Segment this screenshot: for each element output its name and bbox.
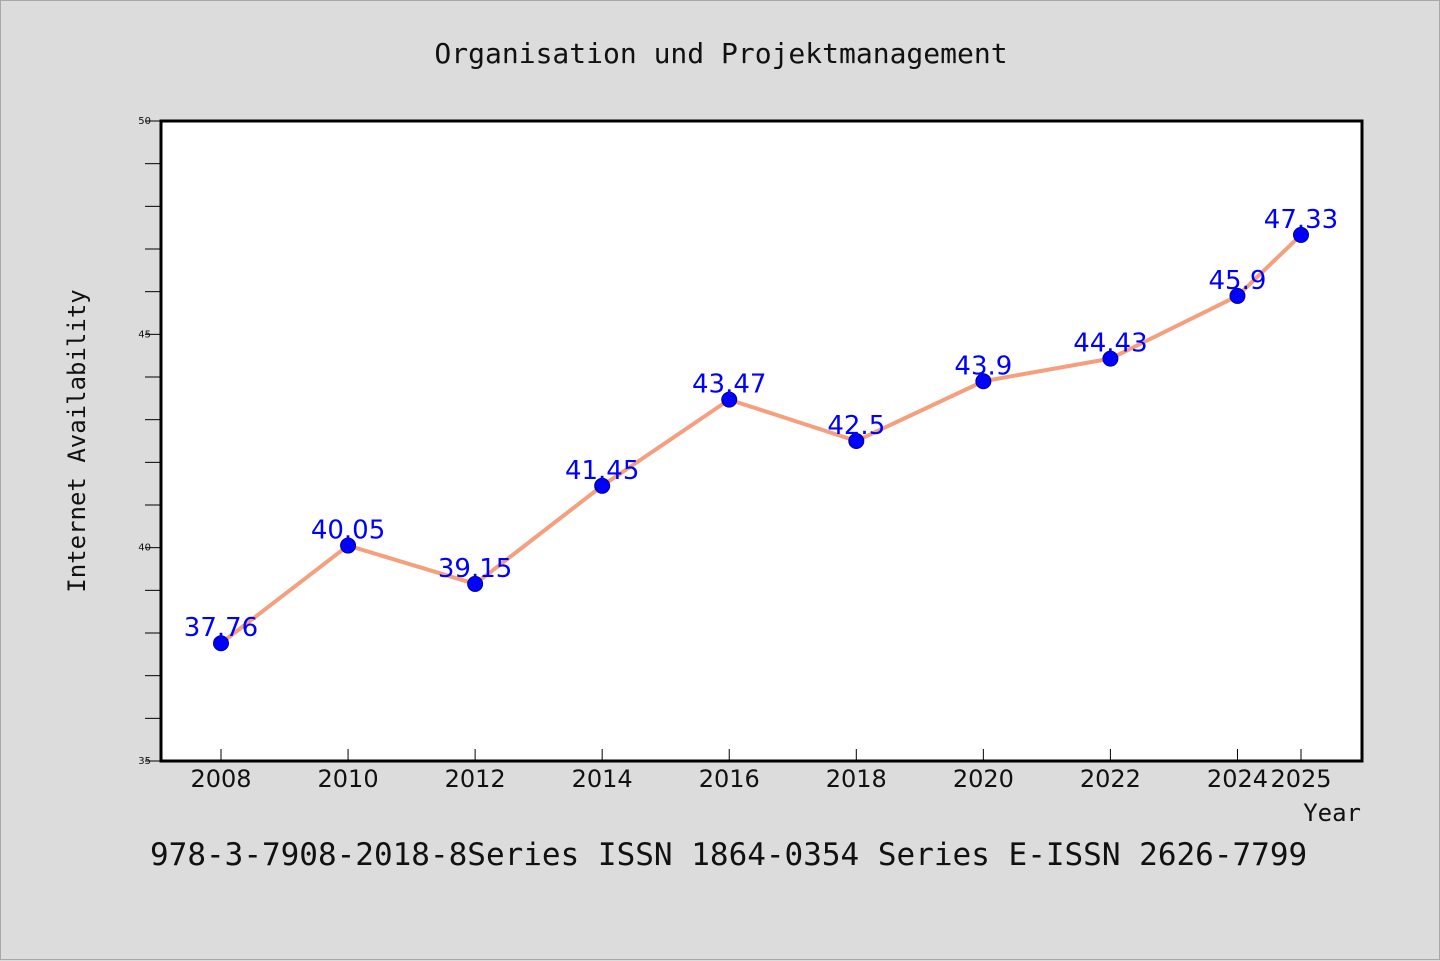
series-layer bbox=[219, 232, 1303, 646]
data-label: 43.47 bbox=[692, 370, 766, 400]
x-axis: 2008 2010 2012 2014 2016 2018 2020 2022 2024 2025 bbox=[190, 749, 1332, 793]
data-label: 41.45 bbox=[565, 456, 639, 486]
y-tick-label: 50 bbox=[138, 116, 151, 127]
data-label: 40.05 bbox=[311, 516, 385, 546]
data-label: 39.15 bbox=[438, 554, 512, 584]
x-tick-label: 2024 bbox=[1207, 765, 1268, 793]
x-axis-label: Year bbox=[1303, 799, 1361, 827]
data-point bbox=[848, 433, 865, 449]
chart-title: Organisation und Projektmanagement bbox=[434, 37, 1007, 70]
data-point bbox=[721, 391, 738, 408]
x-tick-label: 2025 bbox=[1270, 765, 1331, 793]
y-tick-label: 35 bbox=[138, 756, 151, 767]
data-point bbox=[1229, 287, 1246, 304]
x-tick-label: 2022 bbox=[1080, 765, 1141, 793]
data-point bbox=[467, 575, 484, 592]
x-tick-label: 2012 bbox=[445, 765, 506, 793]
y-tick-label: 45 bbox=[138, 329, 151, 340]
x-tick-label: 2016 bbox=[699, 765, 760, 793]
data-point bbox=[213, 635, 229, 652]
data-point bbox=[975, 373, 992, 390]
series-line bbox=[219, 232, 1303, 646]
data-label: 37.76 bbox=[184, 613, 258, 643]
data-labels-layer: 37.76 40.05 39.15 41.45 43.47 42.5 43.9 44.43 45… bbox=[184, 205, 1338, 643]
data-label: 43.9 bbox=[954, 351, 1012, 381]
data-point bbox=[340, 537, 357, 554]
data-label: 45.9 bbox=[1209, 266, 1267, 296]
x-tick-label: 2020 bbox=[953, 765, 1014, 793]
data-point bbox=[1293, 226, 1309, 243]
data-point bbox=[1102, 350, 1119, 367]
x-tick-label: 2014 bbox=[572, 765, 633, 793]
y-axis: 35 40 45 50 bbox=[138, 116, 161, 767]
plot-area bbox=[159, 119, 1364, 763]
x-tick-label: 2010 bbox=[318, 765, 379, 793]
data-label: 42.5 bbox=[827, 411, 885, 441]
x-tick-label: 2008 bbox=[190, 765, 251, 793]
points-layer bbox=[213, 226, 1309, 652]
x-tick-label: 2018 bbox=[826, 765, 887, 793]
y-axis-label: Internet Availability bbox=[63, 289, 91, 592]
data-label: 47.33 bbox=[1264, 205, 1338, 235]
y-tick-label: 40 bbox=[138, 543, 151, 554]
data-label: 44.43 bbox=[1073, 329, 1147, 359]
data-point bbox=[594, 477, 611, 494]
footer-text: 978-3-7908-2018-8Series ISSN 1864-0354 S… bbox=[150, 837, 1307, 873]
